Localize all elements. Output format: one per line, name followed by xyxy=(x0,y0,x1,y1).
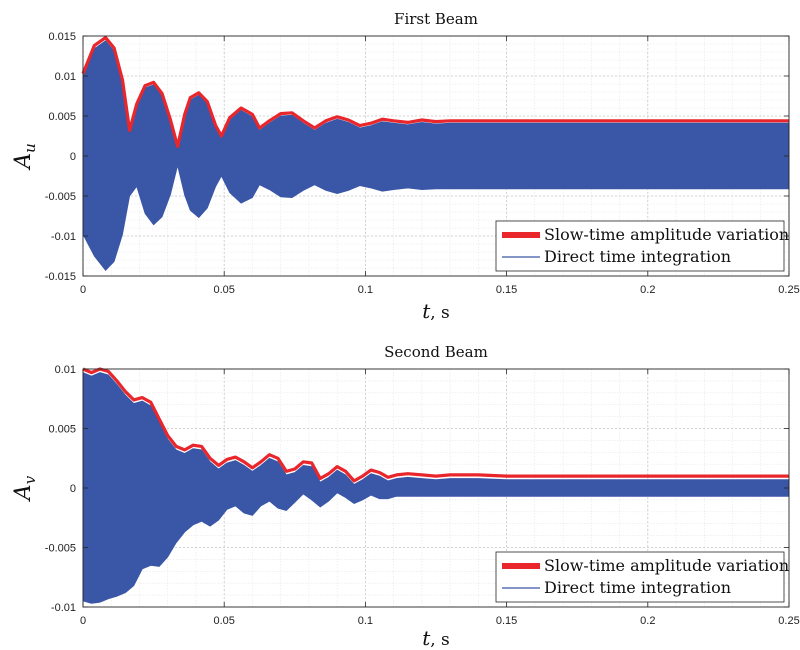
y-tick-label: -0.005 xyxy=(45,191,76,203)
legend: Slow-time amplitude variation Direct time… xyxy=(495,220,789,272)
series-line-slow-time-amplitude xyxy=(82,367,789,483)
x-tick-label: 0.05 xyxy=(213,284,234,296)
y-axis-symbol: A xyxy=(11,484,36,502)
y-tick-label: 0.01 xyxy=(55,364,76,376)
legend-label: Direct time integration xyxy=(544,247,731,266)
y-tick-label: 0 xyxy=(70,151,76,163)
legend-label: Direct time integration xyxy=(544,578,731,597)
x-tick-label: 0.15 xyxy=(496,615,517,627)
legend-label: Slow-time amplitude variation xyxy=(544,556,789,575)
x-axis-label: t, s xyxy=(422,626,450,650)
chart-panel-1: 0 0.05 0.1 0.15 0.2 0.25 -0.01 -0.005 0 0.005 0.01… xyxy=(11,343,800,650)
x-axis-unit: , s xyxy=(430,630,450,650)
x-axis-unit: , s xyxy=(430,303,450,323)
legend-label: Slow-time amplitude variation xyxy=(544,225,789,244)
x-tick-label: 0 xyxy=(80,284,86,296)
x-tick-label: 0 xyxy=(80,615,86,627)
y-axis-symbol: A xyxy=(11,153,36,171)
legend-box xyxy=(495,220,785,272)
x-tick-label: 0.15 xyxy=(496,284,517,296)
y-tick-label: 0.005 xyxy=(48,424,76,436)
series-line-slow-time-amplitude xyxy=(81,36,789,148)
y-tick-label: 0.01 xyxy=(55,71,76,83)
y-axis-subscript: u xyxy=(21,143,39,153)
chart-title: Second Beam xyxy=(384,343,488,361)
y-tick-label: 0.005 xyxy=(48,111,76,123)
y-axis-subscript: v xyxy=(21,475,39,484)
x-tick-label: 0.2 xyxy=(640,284,655,296)
x-tick-label: 0.2 xyxy=(640,615,655,627)
y-tick-label: -0.01 xyxy=(51,231,76,243)
x-tick-label: 0.25 xyxy=(778,615,799,627)
y-axis-label: Au xyxy=(11,143,39,171)
x-axis-variable: t xyxy=(422,299,431,323)
legend-box xyxy=(495,551,785,603)
chart-title: First Beam xyxy=(394,10,478,28)
x-axis-variable: t xyxy=(422,626,431,650)
chart-panel-0: 0 0.05 0.1 0.15 0.2 0.25 -0.015 -0.01 -0.005 0 0.0… xyxy=(11,10,800,323)
y-axis-label: Av xyxy=(11,475,39,502)
x-axis-label: t, s xyxy=(422,299,450,323)
x-tick-label: 0.25 xyxy=(778,284,799,296)
y-tick-label: -0.015 xyxy=(45,271,76,283)
y-tick-label: -0.01 xyxy=(51,602,76,614)
y-tick-label: -0.005 xyxy=(45,543,76,555)
legend: Slow-time amplitude variation Direct time… xyxy=(495,551,789,603)
x-tick-label: 0.05 xyxy=(213,615,234,627)
x-tick-label: 0.1 xyxy=(358,284,373,296)
y-tick-label: 0 xyxy=(70,483,76,495)
x-tick-label: 0.1 xyxy=(358,615,373,627)
y-tick-label: 0.015 xyxy=(48,31,76,43)
